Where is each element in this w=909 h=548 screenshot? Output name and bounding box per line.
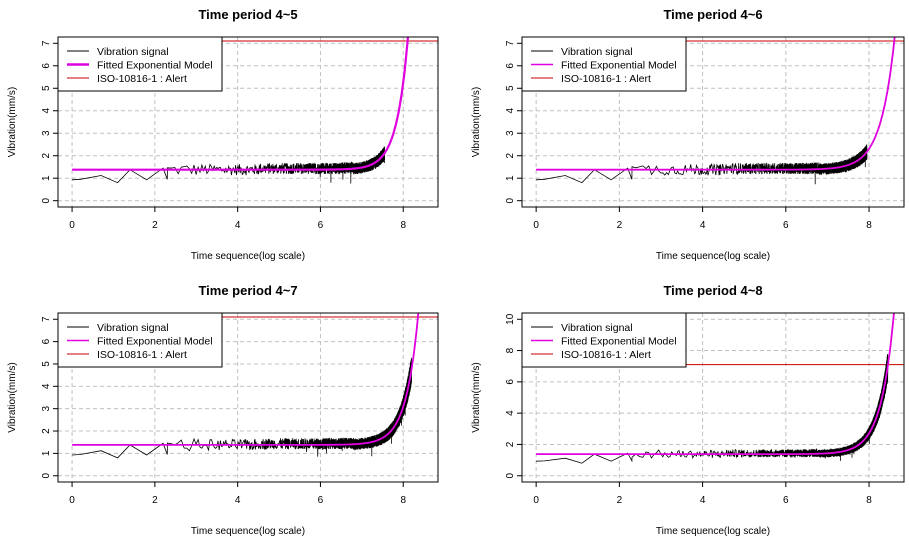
x-tick-label: 2	[617, 220, 623, 231]
plot-area	[58, 37, 438, 207]
legend: Vibration signal Fitted Exponential Model…	[57, 36, 223, 92]
y-tick-label: 4	[41, 108, 52, 114]
plot-area	[522, 313, 904, 482]
x-axis-label: Time sequence(log scale)	[191, 526, 305, 537]
y-tick-label: 4	[41, 383, 52, 389]
x-axis-label: Time sequence(log scale)	[656, 251, 770, 262]
y-tick-label: 5	[41, 361, 52, 367]
vibration-signal-line	[536, 144, 868, 185]
chart-title: Time period 4~6	[663, 7, 762, 22]
y-tick-label: 2	[41, 428, 52, 434]
y-tick-label: 3	[41, 130, 52, 136]
chart-title: Time period 4~5	[198, 7, 297, 22]
legend-item-fitted-model: Fitted Exponential Model	[97, 60, 213, 72]
legend-item-vibration-signal: Vibration signal	[97, 46, 169, 58]
y-tick-label: 4	[505, 410, 516, 416]
plot-frame	[521, 36, 905, 208]
x-tick-label: 6	[318, 220, 324, 231]
legend-item-alert: ISO-10816-1 : Alert	[561, 349, 651, 361]
x-axis-label: Time sequence(log scale)	[656, 526, 770, 537]
y-tick-label: 6	[505, 379, 516, 385]
x-tick-label: 2	[152, 495, 158, 506]
y-tick-label: 6	[41, 63, 52, 69]
plot-frame	[57, 312, 439, 483]
x-axis-label: Time sequence(log scale)	[191, 251, 305, 262]
legend-item-vibration-signal: Vibration signal	[561, 322, 633, 334]
x-tick-label: 0	[533, 495, 539, 506]
x-tick-label: 4	[235, 220, 241, 231]
legend-item-vibration-signal: Vibration signal	[97, 322, 169, 334]
y-axis-label: Vibration(mm/s)	[7, 87, 18, 157]
y-tick-label: 0	[41, 197, 52, 203]
fitted-model-line	[72, 313, 420, 446]
y-tick-label: 6	[41, 338, 52, 344]
x-tick-label: 2	[617, 495, 623, 506]
x-tick-label: 8	[866, 220, 872, 231]
chart-panel-1: Time period 4~5 0 2 4 6 8 0 1 2 3 4 5 6 7 Time sequenc…	[7, 7, 439, 262]
y-axis-label: Vibration(mm/s)	[7, 362, 18, 432]
plot-area	[522, 37, 904, 207]
y-tick-label: 10	[505, 313, 516, 325]
x-tick-label: 8	[400, 220, 406, 231]
legend: Vibration signal Fitted Exponential Model…	[57, 312, 223, 368]
x-tick-label: 0	[69, 495, 75, 506]
y-tick-label: 3	[41, 405, 52, 411]
legend-item-alert: ISO-10816-1 : Alert	[561, 73, 651, 85]
x-tick-label: 4	[235, 495, 241, 506]
x-tick-label: 6	[783, 220, 789, 231]
fitted-model-line	[536, 37, 896, 171]
y-axis-label: Vibration(mm/s)	[471, 362, 482, 432]
chart-panel-2: Time period 4~6 0 2 4 6 8 0 1 2 3 4 5 6 7 Time sequenc…	[471, 7, 905, 262]
fitted-model-line	[72, 37, 410, 171]
y-tick-label: 1	[41, 175, 52, 181]
y-tick-label: 7	[41, 316, 52, 322]
x-tick-label: 8	[400, 495, 406, 506]
y-tick-label: 0	[505, 197, 516, 203]
y-tick-label: 7	[41, 40, 52, 46]
y-tick-label: 1	[505, 175, 516, 181]
y-tick-label: 8	[505, 347, 516, 353]
chart-panel-4: Time period 4~8 0 2 4 6 8 0 2 4 6 8 10 Time sequence…	[471, 283, 905, 537]
plot-frame	[521, 312, 905, 483]
y-tick-label: 1	[41, 450, 52, 456]
plot-frame	[57, 36, 439, 208]
chart-title: Time period 4~8	[663, 283, 762, 298]
legend: Vibration signal Fitted Exponential Model…	[521, 312, 687, 368]
y-tick-label: 7	[505, 40, 516, 46]
fitted-model-line	[536, 313, 895, 456]
x-tick-label: 4	[700, 220, 706, 231]
vibration-signal-line	[72, 357, 412, 459]
legend-item-fitted-model: Fitted Exponential Model	[561, 60, 677, 72]
y-tick-label: 0	[41, 473, 52, 479]
x-tick-label: 0	[69, 220, 75, 231]
y-tick-label: 4	[505, 108, 516, 114]
vibration-signal-line	[536, 354, 889, 464]
legend-item-fitted-model: Fitted Exponential Model	[97, 336, 213, 348]
y-tick-label: 2	[505, 153, 516, 159]
y-tick-label: 5	[41, 85, 52, 91]
x-tick-label: 6	[783, 495, 789, 506]
y-tick-label: 0	[505, 473, 516, 479]
vibration-signal-line	[72, 146, 386, 184]
legend-item-alert: ISO-10816-1 : Alert	[97, 73, 187, 85]
x-tick-label: 4	[700, 495, 706, 506]
legend-item-fitted-model: Fitted Exponential Model	[561, 336, 677, 348]
x-tick-label: 6	[318, 495, 324, 506]
legend: Vibration signal Fitted Exponential Model…	[521, 36, 687, 92]
y-tick-label: 6	[505, 63, 516, 69]
chart-title: Time period 4~7	[198, 283, 297, 298]
x-tick-label: 2	[152, 220, 158, 231]
legend-item-alert: ISO-10816-1 : Alert	[97, 349, 187, 361]
y-axis-label: Vibration(mm/s)	[471, 87, 482, 157]
chart-panel-3: Time period 4~7 0 2 4 6 8 0 1 2 3 4 5 6 7 Time sequenc…	[7, 283, 439, 537]
legend-item-vibration-signal: Vibration signal	[561, 46, 633, 58]
x-tick-label: 8	[866, 495, 872, 506]
y-tick-label: 3	[505, 130, 516, 136]
x-tick-label: 0	[533, 220, 539, 231]
y-tick-label: 5	[505, 85, 516, 91]
y-tick-label: 2	[505, 441, 516, 447]
y-tick-label: 2	[41, 153, 52, 159]
